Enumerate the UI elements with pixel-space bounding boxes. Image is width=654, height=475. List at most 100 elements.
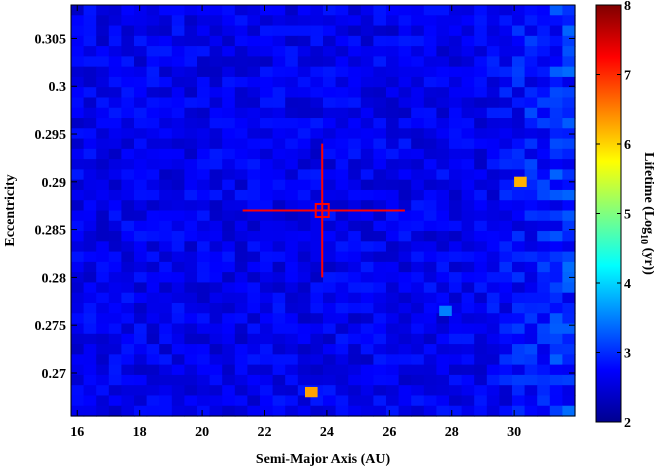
heatmap-cell [512,56,526,68]
heatmap-cell [260,148,274,160]
heatmap-cell [310,25,324,37]
heatmap-cell [247,76,261,88]
heatmap-cell [512,364,526,376]
heatmap-cell [285,107,299,119]
heatmap-cell [83,46,97,57]
heatmap-cell [549,118,563,129]
heatmap-cell [549,344,563,355]
heatmap-cell [323,148,337,160]
heatmap-cell [184,282,198,294]
heatmap-cell [297,405,311,417]
heatmap-cell [209,344,223,355]
heatmap-cell [146,405,160,417]
heatmap-cell [222,261,236,273]
heatmap-cell [398,364,412,376]
heatmap-cell [159,231,173,242]
heatmap-cell [524,405,538,417]
heatmap-cell [83,231,97,242]
heatmap-cell [323,107,337,119]
heatmap-cell [486,87,500,99]
heatmap-cell [348,128,362,140]
heatmap-cell [360,374,374,386]
heatmap-cell [108,25,122,37]
heatmap-cell [323,333,337,345]
heatmap-cell [134,200,148,212]
heatmap-cell [348,97,362,109]
heatmap-cell [537,97,551,109]
heatmap-cell [411,374,425,386]
heatmap-cell [348,169,362,181]
heatmap-cell [159,344,173,355]
heatmap-cell [247,200,261,212]
heatmap-cell [310,302,324,314]
heatmap-cell [537,364,551,376]
heatmap-cell [297,35,311,47]
heatmap-cell [197,282,211,294]
heatmap-cell [71,313,85,325]
heatmap-cell [562,210,576,222]
heatmap-cell [247,107,261,119]
heatmap-cell [197,46,211,57]
heatmap-cell [474,179,488,191]
heatmap-cell [512,210,526,222]
heatmap-cell [360,241,374,253]
heatmap-cell [461,179,475,191]
heatmap-cell [323,261,337,273]
heatmap-cell [411,128,425,140]
heatmap-cell [486,107,500,119]
heatmap-cell [121,46,135,57]
heatmap-cell [134,5,148,16]
heatmap-cell [461,169,475,181]
heatmap-cell [197,354,211,366]
heatmap-cell [423,76,437,88]
heatmap-cell [562,97,576,109]
heatmap-cell [386,118,400,129]
heatmap-cell [285,323,299,335]
heatmap-cell [222,385,236,397]
heatmap-cell [96,118,110,129]
heatmap-cell [449,179,463,191]
heatmap-cell [71,159,85,171]
heatmap-cell [222,282,236,294]
heatmap-cell [209,97,223,109]
heatmap-cell [83,405,97,417]
heatmap-cell [121,107,135,119]
heatmap-cell [272,241,286,253]
heatmap-cell [386,210,400,222]
heatmap-cell [247,66,261,78]
heatmap-cell [222,374,236,386]
heatmap-cell [549,292,563,304]
heatmap-cell [285,128,299,140]
heatmap-cell [234,302,248,314]
heatmap-cell [108,159,122,171]
heatmap-cell [247,231,261,242]
heatmap-cell [474,364,488,376]
heatmap-cell [398,323,412,335]
heatmap-cell [234,241,248,253]
heatmap-cell [549,354,563,366]
heatmap-cell [436,159,450,171]
heatmap-cell [134,354,148,366]
heatmap-cell [386,405,400,417]
heatmap-cell [360,344,374,355]
heatmap-cell [486,138,500,150]
heatmap-cell [537,118,551,129]
heatmap-cell [83,241,97,253]
heatmap-cell [184,241,198,253]
heatmap-cell [209,313,223,325]
heatmap-cell [310,169,324,181]
heatmap-cell [360,35,374,47]
heatmap-cell [146,220,160,232]
heatmap-cell [108,374,122,386]
heatmap-cell [285,97,299,109]
heatmap-cell [71,118,85,129]
heatmap-cell [184,395,198,407]
heatmap-cell [537,261,551,273]
heatmap-cell [222,364,236,376]
heatmap-cell [474,148,488,160]
heatmap-cell [197,148,211,160]
heatmap-cell [134,220,148,232]
heatmap-cell [297,200,311,212]
heatmap-cell [209,76,223,88]
